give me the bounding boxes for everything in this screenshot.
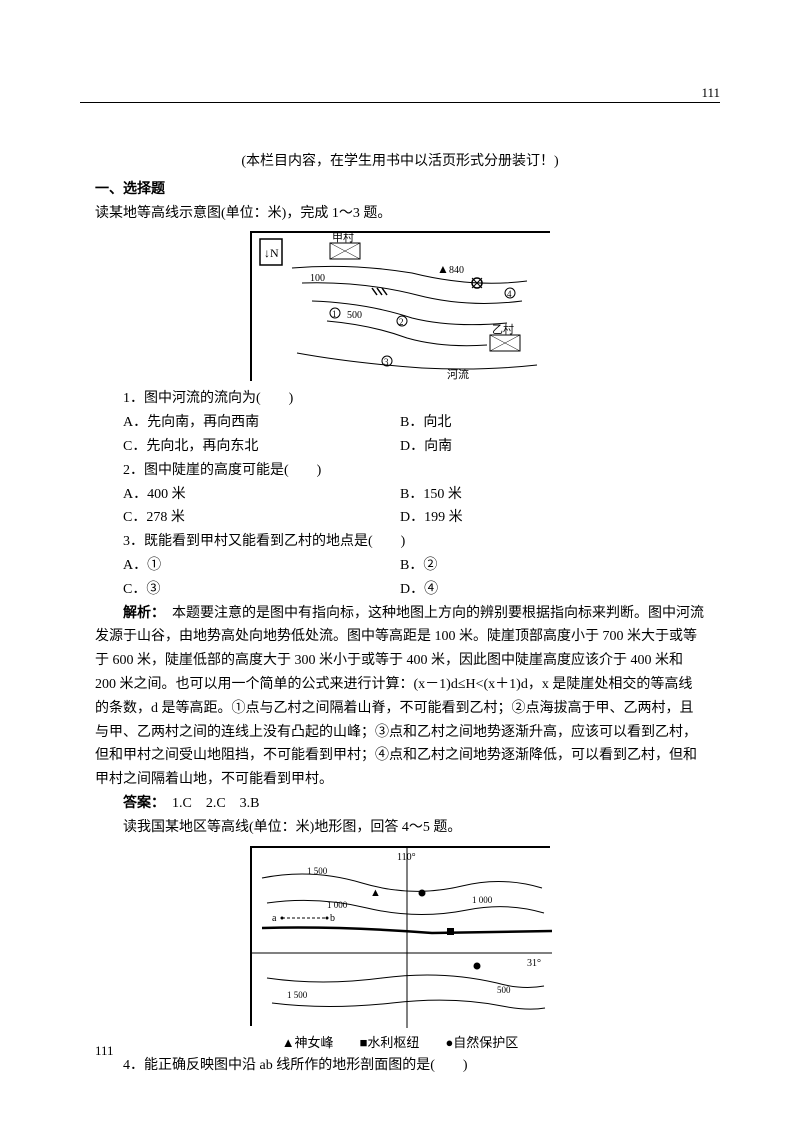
figure-1: ↓N 甲村 乙村 100 500 ▲ 840 1: [250, 231, 550, 381]
point-4: 4: [507, 289, 512, 299]
q3-stem: 3．既能看到甲村又能看到乙村的地点是( ): [95, 530, 705, 554]
figure-2-container: 110° 31° 1 500 1 000 500 1 500 1 000 a b…: [95, 846, 705, 1026]
q1-opt-c: C．先向北，再向东北: [95, 435, 400, 459]
river-label: 河流: [447, 367, 469, 381]
contour-map-1-svg: ↓N 甲村 乙村 100 500 ▲ 840 1: [252, 233, 552, 383]
figure-2-legend: ▲神女峰 ■水利枢纽 ●自然保护区: [95, 1032, 705, 1054]
figure-2: 110° 31° 1 500 1 000 500 1 500 1 000 a b…: [250, 846, 550, 1026]
q1-stem: 1．图中河流的流向为( ): [95, 387, 705, 411]
q1-opt-b: B．向北: [400, 411, 705, 435]
legend-item-2: ■水利枢纽: [360, 1035, 420, 1050]
legend-item-3: ●自然保护区: [445, 1035, 518, 1050]
point-b: b: [330, 913, 335, 924]
peak-triangle: ▲: [370, 887, 381, 899]
q2-opt-b: B．150 米: [400, 483, 705, 507]
dam-square: [447, 928, 454, 935]
contour-1500-a: 1 500: [307, 866, 328, 876]
q2-stem: 2．图中陡崖的高度可能是( ): [95, 459, 705, 483]
point-3: 3: [384, 357, 389, 367]
page-number-top: 111: [701, 82, 720, 104]
page-content: (本栏目内容，在学生用书中以活页形式分册装订！) 一、选择题 读某地等高线示意图…: [95, 150, 705, 1077]
section-heading: 一、选择题: [95, 178, 705, 202]
point-1: 1: [332, 309, 337, 319]
contour-500: 500: [347, 310, 362, 321]
q1-opt-a: A．先向南，再向西南: [95, 411, 400, 435]
column-note: (本栏目内容，在学生用书中以活页形式分册装订！): [95, 150, 705, 174]
explain-text: 本题要注意的是图中有指向标，这种地图上方向的辨别要根据指向标来判断。图中河流发源…: [95, 606, 704, 788]
horizontal-rule: [80, 102, 720, 103]
explanation-block: 解析： 本题要注意的是图中有指向标，这种地图上方向的辨别要根据指向标来判断。图中…: [95, 602, 705, 792]
q2-opt-d: D．199 米: [400, 506, 705, 530]
contour-1500-b: 1 500: [287, 990, 308, 1000]
q3-opt-a: A．①: [95, 554, 400, 578]
q4-stem: 4．能正确反映图中沿 ab 线所作的地形剖面图的是( ): [95, 1054, 705, 1078]
q3-opt-c: C．③: [95, 578, 400, 602]
q2-opt-c: C．278 米: [95, 506, 400, 530]
q3-opt-d: D．④: [400, 578, 705, 602]
figure-1-container: ↓N 甲村 乙村 100 500 ▲ 840 1: [95, 231, 705, 381]
contour-500: 500: [497, 985, 511, 995]
reserve-dot: [474, 962, 481, 969]
contour-1000-a: 1 000: [327, 900, 348, 910]
legend-item-1: ▲神女峰: [282, 1035, 334, 1050]
contour-1000-b: 1 000: [472, 895, 493, 905]
answer-block: 答案： 1.C 2.C 3.B: [95, 792, 705, 816]
answer-text: 1.C 2.C 3.B: [158, 796, 260, 811]
contour-map-2-svg: 110° 31° 1 500 1 000 500 1 500 1 000 a b…: [252, 848, 552, 1028]
q2-opt-a: A．400 米: [95, 483, 400, 507]
explain-label: 解析：: [123, 606, 158, 621]
village-a-label: 甲村: [332, 233, 354, 244]
contour-100: 100: [310, 273, 325, 284]
longitude-label: 110°: [397, 852, 416, 863]
reserve-dot-2: [419, 889, 426, 896]
intro-line-2: 读我国某地区等高线(单位：米)地形图，回答 4～5 题。: [95, 816, 705, 840]
north-arrow-label: ↓N: [264, 246, 279, 260]
peak-height: 840: [449, 265, 464, 276]
peak-symbol: ▲: [437, 262, 449, 276]
page-number-bottom: 111: [95, 1040, 114, 1062]
q3-opt-b: B．②: [400, 554, 705, 578]
answer-label: 答案：: [123, 796, 158, 811]
q1-opt-d: D．向南: [400, 435, 705, 459]
point-a: a: [272, 913, 277, 924]
intro-line-1: 读某地等高线示意图(单位：米)，完成 1～3 题。: [95, 202, 705, 226]
point-2: 2: [399, 317, 404, 327]
latitude-label: 31°: [527, 958, 541, 969]
